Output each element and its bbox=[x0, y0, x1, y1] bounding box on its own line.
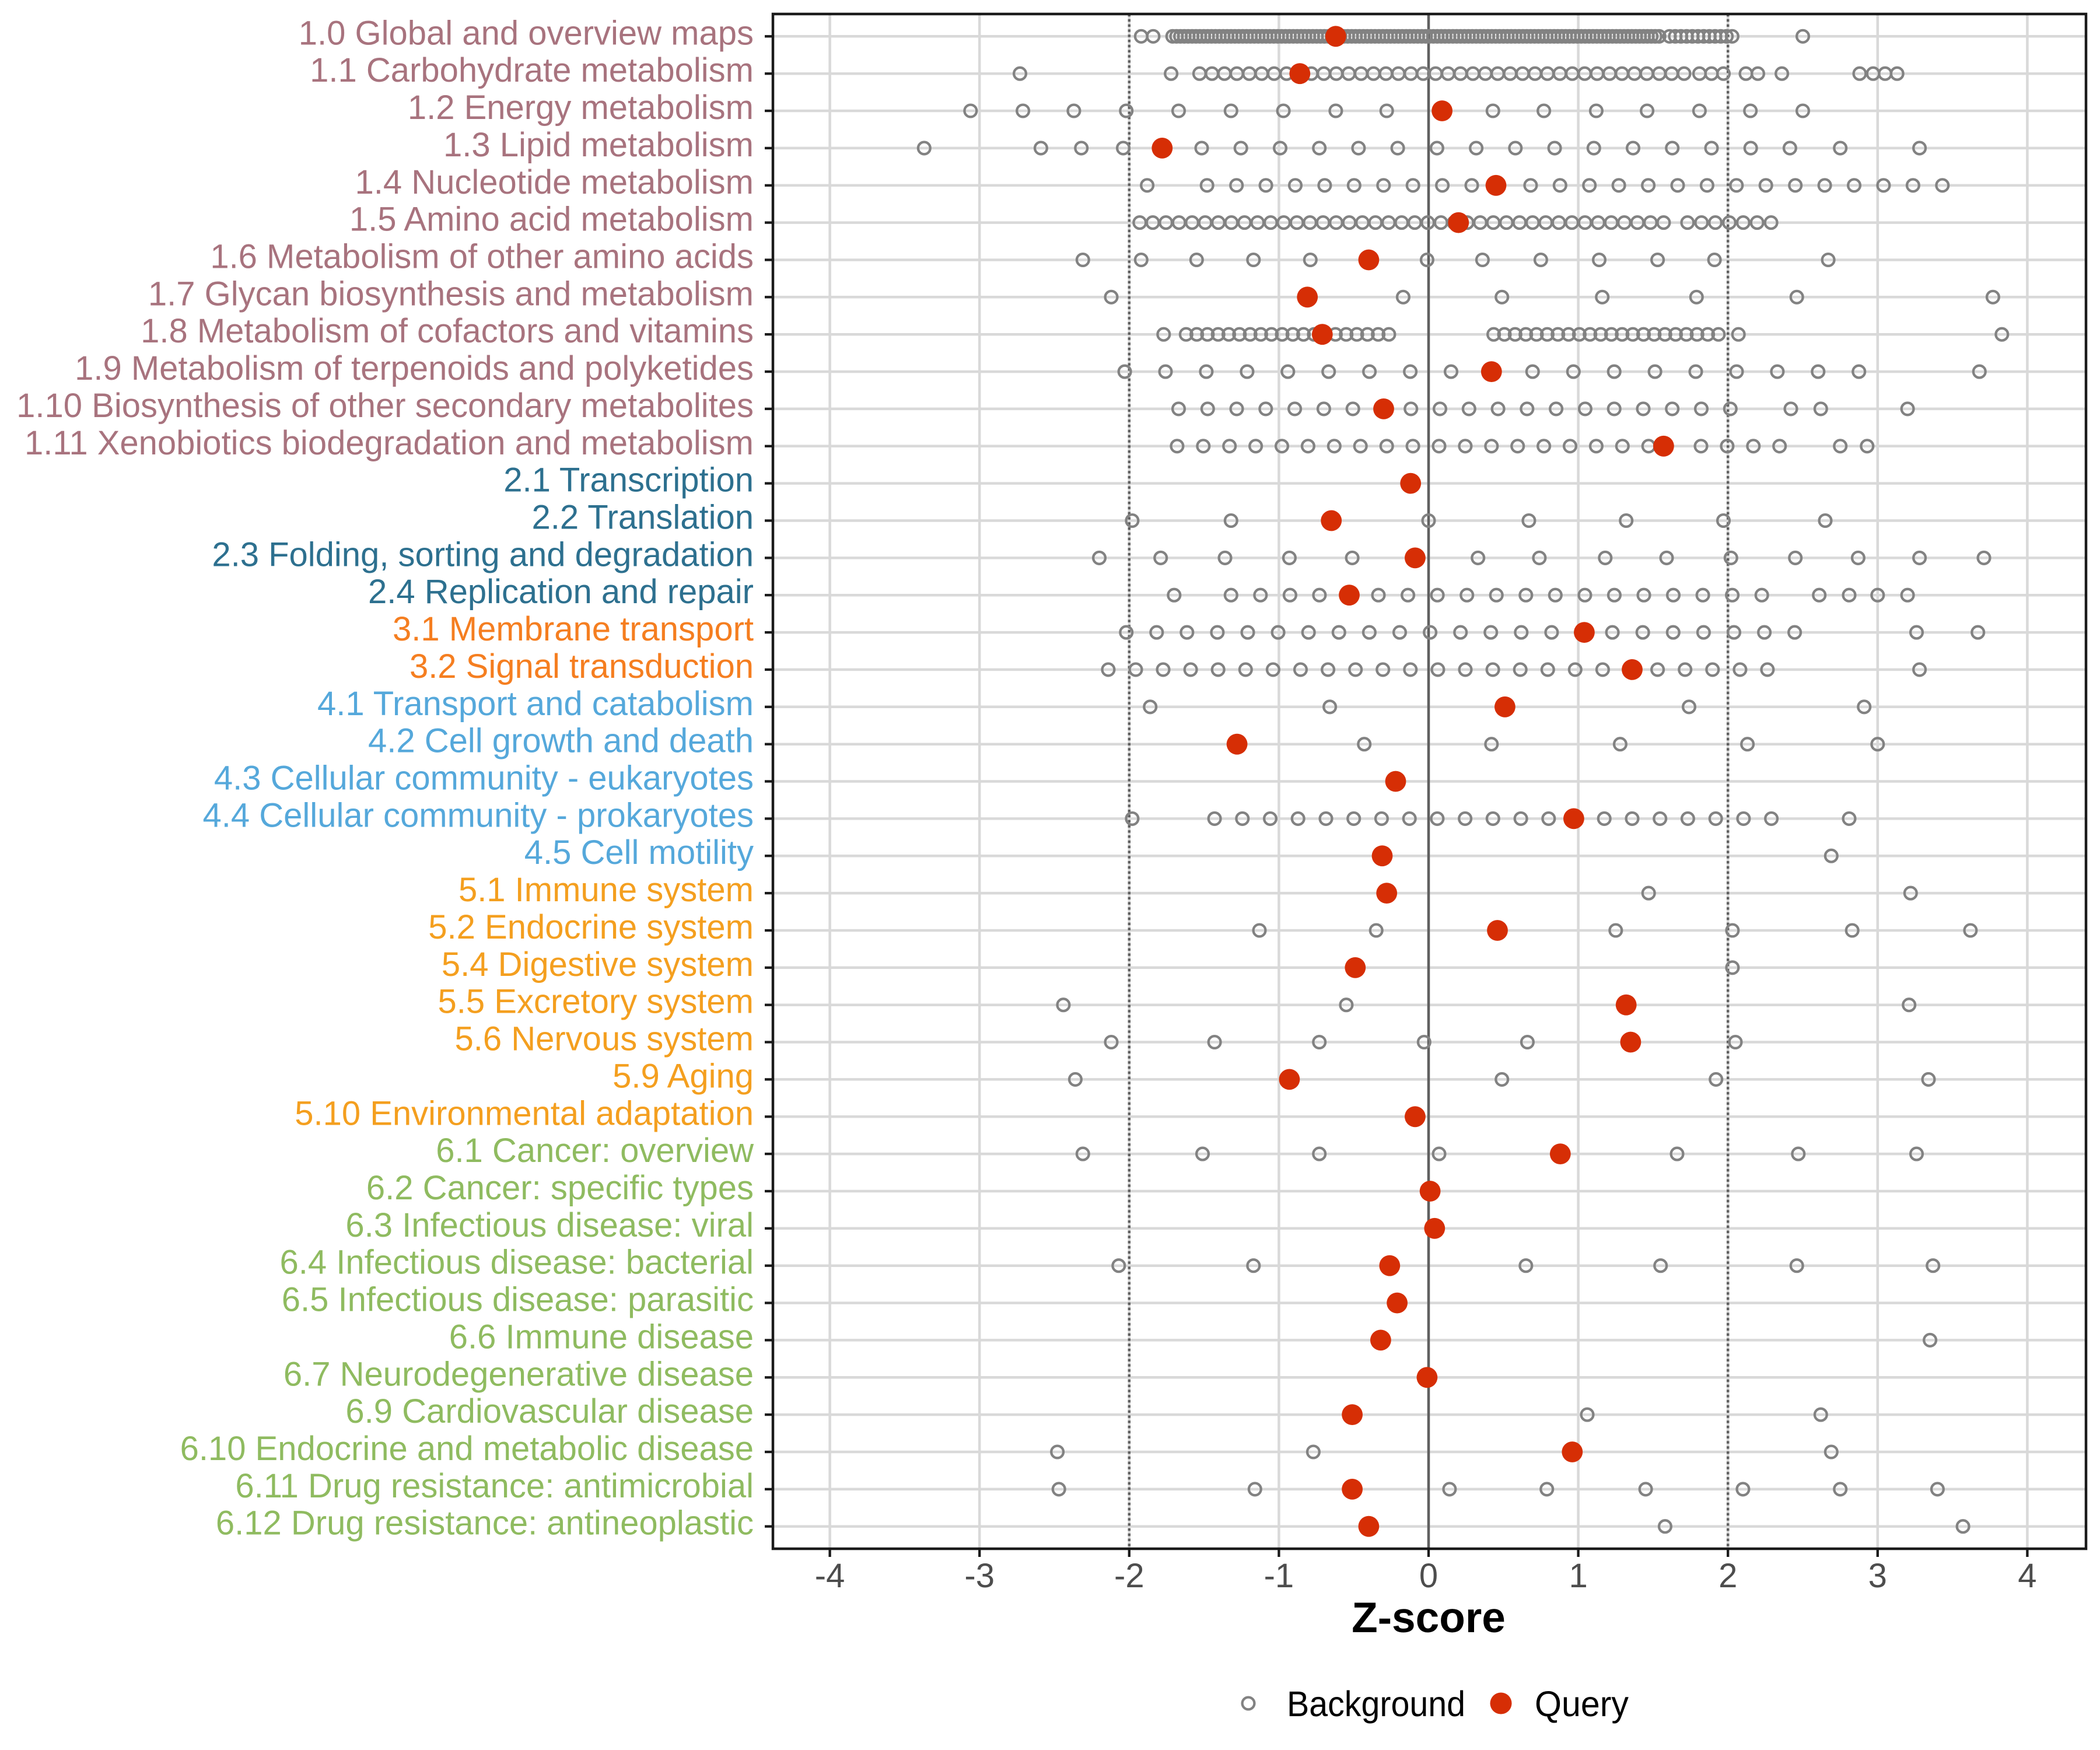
svg-text:6.1 Cancer: overview: 6.1 Cancer: overview bbox=[436, 1132, 754, 1170]
svg-text:1: 1 bbox=[1569, 1557, 1587, 1595]
svg-text:1.4 Nucleotide metabolism: 1.4 Nucleotide metabolism bbox=[355, 163, 754, 201]
svg-text:6.2 Cancer: specific types: 6.2 Cancer: specific types bbox=[366, 1169, 754, 1207]
svg-text:-3: -3 bbox=[964, 1557, 995, 1595]
svg-text:-4: -4 bbox=[815, 1557, 845, 1595]
svg-text:2: 2 bbox=[1718, 1557, 1737, 1595]
svg-text:4.4 Cellular community - proka: 4.4 Cellular community - prokaryotes bbox=[203, 796, 754, 834]
svg-text:1.10 Biosynthesis of other sec: 1.10 Biosynthesis of other secondary met… bbox=[16, 387, 754, 425]
svg-text:3.2 Signal transduction: 3.2 Signal transduction bbox=[410, 648, 754, 685]
svg-text:1.7 Glycan biosynthesis and me: 1.7 Glycan biosynthesis and metabolism bbox=[148, 275, 754, 313]
svg-text:4.5 Cell motility: 4.5 Cell motility bbox=[524, 834, 754, 872]
svg-text:4.1 Transport and catabolism: 4.1 Transport and catabolism bbox=[317, 685, 754, 723]
svg-text:-2: -2 bbox=[1114, 1557, 1144, 1595]
svg-text:5.9 Aging: 5.9 Aging bbox=[612, 1057, 754, 1095]
svg-text:6.5 Infectious disease: parasi: 6.5 Infectious disease: parasitic bbox=[282, 1281, 754, 1319]
svg-text:2.3 Folding, sorting and degra: 2.3 Folding, sorting and degradation bbox=[212, 536, 754, 573]
svg-text:1.9 Metabolism of terpenoids a: 1.9 Metabolism of terpenoids and polyket… bbox=[75, 349, 754, 387]
svg-text:0: 0 bbox=[1419, 1557, 1438, 1595]
svg-text:1.3 Lipid metabolism: 1.3 Lipid metabolism bbox=[443, 126, 754, 164]
svg-text:5.4 Digestive system: 5.4 Digestive system bbox=[442, 946, 754, 984]
svg-text:5.2 Endocrine system: 5.2 Endocrine system bbox=[428, 908, 754, 946]
svg-text:Z-score: Z-score bbox=[1352, 1594, 1506, 1642]
svg-text:1.0 Global and overview maps: 1.0 Global and overview maps bbox=[299, 14, 754, 52]
svg-text:5.10 Environmental adaptation: 5.10 Environmental adaptation bbox=[295, 1094, 754, 1132]
svg-text:6.11 Drug resistance: antimicr: 6.11 Drug resistance: antimicrobial bbox=[235, 1467, 754, 1505]
svg-text:2.2 Translation: 2.2 Translation bbox=[532, 499, 754, 537]
svg-text:Background: Background bbox=[1287, 1684, 1465, 1724]
svg-text:4: 4 bbox=[2018, 1557, 2036, 1595]
svg-text:6.6 Immune disease: 6.6 Immune disease bbox=[449, 1318, 754, 1356]
svg-text:5.6 Nervous system: 5.6 Nervous system bbox=[454, 1020, 754, 1058]
svg-text:1.2 Energy metabolism: 1.2 Energy metabolism bbox=[408, 89, 754, 127]
svg-text:4.3 Cellular community - eukar: 4.3 Cellular community - eukaryotes bbox=[214, 760, 754, 797]
svg-text:Query: Query bbox=[1535, 1684, 1629, 1724]
svg-text:2.4 Replication and repair: 2.4 Replication and repair bbox=[368, 573, 754, 611]
svg-text:1.11 Xenobiotics biodegradatio: 1.11 Xenobiotics biodegradation and meta… bbox=[24, 424, 754, 462]
svg-text:6.9 Cardiovascular disease: 6.9 Cardiovascular disease bbox=[345, 1392, 754, 1430]
svg-text:6.7 Neurodegenerative disease: 6.7 Neurodegenerative disease bbox=[284, 1355, 754, 1393]
svg-text:6.12 Drug resistance: antineop: 6.12 Drug resistance: antineoplastic bbox=[216, 1504, 754, 1542]
svg-text:5.1 Immune system: 5.1 Immune system bbox=[459, 871, 754, 909]
svg-text:5.5 Excretory system: 5.5 Excretory system bbox=[438, 983, 754, 1021]
svg-text:-1: -1 bbox=[1264, 1557, 1294, 1595]
svg-text:6.10 Endocrine and metabolic d: 6.10 Endocrine and metabolic disease bbox=[180, 1430, 754, 1468]
svg-text:2.1 Transcription: 2.1 Transcription bbox=[503, 461, 754, 499]
svg-text:1.1 Carbohydrate metabolism: 1.1 Carbohydrate metabolism bbox=[310, 51, 754, 89]
svg-text:1.6 Metabolism of other amino: 1.6 Metabolism of other amino acids bbox=[210, 238, 754, 276]
svg-text:1.8 Metabolism of cofactors an: 1.8 Metabolism of cofactors and vitamins bbox=[141, 312, 754, 350]
svg-text:1.5 Amino acid metabolism: 1.5 Amino acid metabolism bbox=[349, 201, 754, 239]
svg-text:3.1 Membrane transport: 3.1 Membrane transport bbox=[393, 610, 754, 648]
svg-text:6.4 Infectious disease: bacter: 6.4 Infectious disease: bacterial bbox=[280, 1244, 754, 1282]
svg-text:4.2 Cell growth and death: 4.2 Cell growth and death bbox=[368, 722, 754, 760]
svg-text:3: 3 bbox=[1868, 1557, 1887, 1595]
svg-text:6.3 Infectious disease: viral: 6.3 Infectious disease: viral bbox=[345, 1206, 754, 1244]
